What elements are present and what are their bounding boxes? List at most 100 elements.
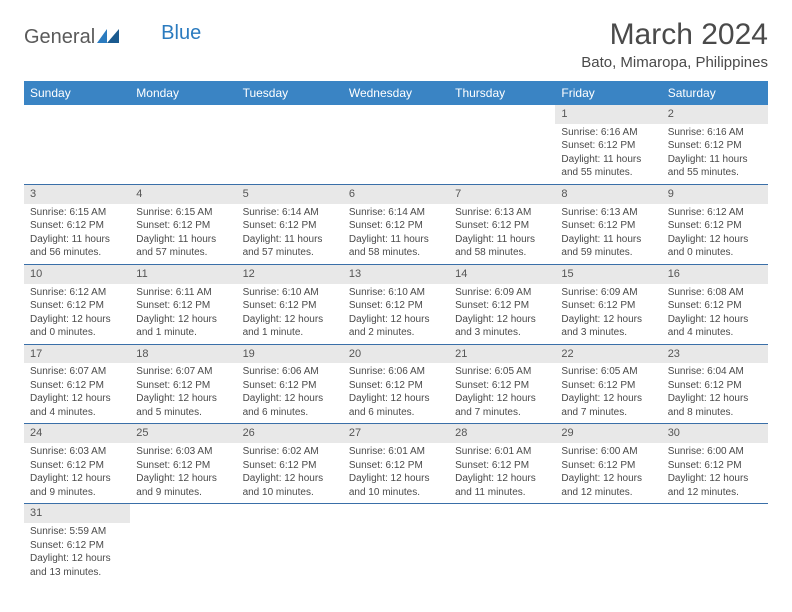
calendar-cell: 9Sunrise: 6:12 AMSunset: 6:12 PMDaylight… (662, 184, 768, 264)
day-body: Sunrise: 6:16 AMSunset: 6:12 PMDaylight:… (555, 124, 661, 184)
daylight: Daylight: 12 hours and 4 minutes. (668, 313, 762, 340)
calendar-cell: 7Sunrise: 6:13 AMSunset: 6:12 PMDaylight… (449, 184, 555, 264)
day-body: Sunrise: 6:08 AMSunset: 6:12 PMDaylight:… (662, 284, 768, 344)
calendar-cell: 10Sunrise: 6:12 AMSunset: 6:12 PMDayligh… (24, 264, 130, 344)
calendar-cell: 5Sunrise: 6:14 AMSunset: 6:12 PMDaylight… (237, 184, 343, 264)
weekday-header: Tuesday (237, 81, 343, 105)
weekday-header: Monday (130, 81, 236, 105)
logo: General Blue (24, 18, 201, 49)
calendar-cell: 30Sunrise: 6:00 AMSunset: 6:12 PMDayligh… (662, 424, 768, 504)
day-number: 22 (555, 345, 661, 364)
calendar-cell: 24Sunrise: 6:03 AMSunset: 6:12 PMDayligh… (24, 424, 130, 504)
calendar-row: 1Sunrise: 6:16 AMSunset: 6:12 PMDaylight… (24, 105, 768, 184)
day-number: 8 (555, 185, 661, 204)
day-body: Sunrise: 6:06 AMSunset: 6:12 PMDaylight:… (237, 363, 343, 423)
day-body: Sunrise: 6:00 AMSunset: 6:12 PMDaylight:… (662, 443, 768, 503)
sunrise: Sunrise: 6:02 AM (243, 445, 337, 459)
sunrise: Sunrise: 6:06 AM (349, 365, 443, 379)
sunrise: Sunrise: 6:13 AM (455, 206, 549, 220)
calendar-cell: 14Sunrise: 6:09 AMSunset: 6:12 PMDayligh… (449, 264, 555, 344)
calendar-cell: 20Sunrise: 6:06 AMSunset: 6:12 PMDayligh… (343, 344, 449, 424)
day-number: 14 (449, 265, 555, 284)
calendar-cell (343, 504, 449, 583)
day-body: Sunrise: 6:13 AMSunset: 6:12 PMDaylight:… (555, 204, 661, 264)
day-body: Sunrise: 6:16 AMSunset: 6:12 PMDaylight:… (662, 124, 768, 184)
day-body: Sunrise: 6:10 AMSunset: 6:12 PMDaylight:… (343, 284, 449, 344)
sunset: Sunset: 6:12 PM (561, 219, 655, 233)
sunrise: Sunrise: 5:59 AM (30, 525, 124, 539)
calendar-cell: 18Sunrise: 6:07 AMSunset: 6:12 PMDayligh… (130, 344, 236, 424)
sunrise: Sunrise: 6:14 AM (243, 206, 337, 220)
daylight: Daylight: 11 hours and 57 minutes. (136, 233, 230, 260)
daylight: Daylight: 12 hours and 3 minutes. (561, 313, 655, 340)
sunset: Sunset: 6:12 PM (30, 219, 124, 233)
sunset: Sunset: 6:12 PM (30, 299, 124, 313)
day-number: 23 (662, 345, 768, 364)
calendar-cell: 22Sunrise: 6:05 AMSunset: 6:12 PMDayligh… (555, 344, 661, 424)
daylight: Daylight: 11 hours and 58 minutes. (349, 233, 443, 260)
logo-text-1: General (24, 26, 95, 49)
day-body: Sunrise: 6:13 AMSunset: 6:12 PMDaylight:… (449, 204, 555, 264)
calendar-cell: 27Sunrise: 6:01 AMSunset: 6:12 PMDayligh… (343, 424, 449, 504)
day-number: 11 (130, 265, 236, 284)
day-number: 31 (24, 504, 130, 523)
day-number: 20 (343, 345, 449, 364)
sunset: Sunset: 6:12 PM (349, 219, 443, 233)
calendar-cell (449, 105, 555, 184)
calendar-cell: 12Sunrise: 6:10 AMSunset: 6:12 PMDayligh… (237, 264, 343, 344)
day-number: 6 (343, 185, 449, 204)
day-number: 2 (662, 105, 768, 124)
sunrise: Sunrise: 6:03 AM (136, 445, 230, 459)
daylight: Daylight: 12 hours and 8 minutes. (668, 392, 762, 419)
day-number: 13 (343, 265, 449, 284)
calendar-cell: 25Sunrise: 6:03 AMSunset: 6:12 PMDayligh… (130, 424, 236, 504)
day-number: 4 (130, 185, 236, 204)
calendar-row: 24Sunrise: 6:03 AMSunset: 6:12 PMDayligh… (24, 424, 768, 504)
calendar-cell (343, 105, 449, 184)
daylight: Daylight: 12 hours and 1 minute. (243, 313, 337, 340)
sunrise: Sunrise: 6:11 AM (136, 286, 230, 300)
sunrise: Sunrise: 6:14 AM (349, 206, 443, 220)
daylight: Daylight: 12 hours and 0 minutes. (30, 313, 124, 340)
calendar-cell (237, 504, 343, 583)
weekday-header: Sunday (24, 81, 130, 105)
daylight: Daylight: 11 hours and 57 minutes. (243, 233, 337, 260)
sunset: Sunset: 6:12 PM (243, 299, 337, 313)
sunset: Sunset: 6:12 PM (455, 219, 549, 233)
sunset: Sunset: 6:12 PM (136, 379, 230, 393)
sunrise: Sunrise: 6:13 AM (561, 206, 655, 220)
daylight: Daylight: 12 hours and 1 minute. (136, 313, 230, 340)
sunset: Sunset: 6:12 PM (136, 219, 230, 233)
day-number: 17 (24, 345, 130, 364)
day-body: Sunrise: 6:03 AMSunset: 6:12 PMDaylight:… (130, 443, 236, 503)
sunrise: Sunrise: 6:08 AM (668, 286, 762, 300)
day-body: Sunrise: 6:01 AMSunset: 6:12 PMDaylight:… (343, 443, 449, 503)
sunset: Sunset: 6:12 PM (243, 459, 337, 473)
header: General Blue March 2024 Bato, Mimaropa, … (24, 18, 768, 71)
day-number: 19 (237, 345, 343, 364)
day-body: Sunrise: 6:07 AMSunset: 6:12 PMDaylight:… (130, 363, 236, 423)
calendar-cell: 29Sunrise: 6:00 AMSunset: 6:12 PMDayligh… (555, 424, 661, 504)
day-body: Sunrise: 6:03 AMSunset: 6:12 PMDaylight:… (24, 443, 130, 503)
day-number: 26 (237, 424, 343, 443)
daylight: Daylight: 12 hours and 5 minutes. (136, 392, 230, 419)
day-body: Sunrise: 6:02 AMSunset: 6:12 PMDaylight:… (237, 443, 343, 503)
sunrise: Sunrise: 6:12 AM (668, 206, 762, 220)
sunset: Sunset: 6:12 PM (455, 299, 549, 313)
sunset: Sunset: 6:12 PM (668, 139, 762, 153)
sunrise: Sunrise: 6:04 AM (668, 365, 762, 379)
sunrise: Sunrise: 6:05 AM (561, 365, 655, 379)
calendar-cell: 11Sunrise: 6:11 AMSunset: 6:12 PMDayligh… (130, 264, 236, 344)
daylight: Daylight: 12 hours and 10 minutes. (349, 472, 443, 499)
day-number: 29 (555, 424, 661, 443)
calendar-cell (555, 504, 661, 583)
weekday-row: SundayMondayTuesdayWednesdayThursdayFrid… (24, 81, 768, 105)
daylight: Daylight: 12 hours and 9 minutes. (30, 472, 124, 499)
daylight: Daylight: 12 hours and 13 minutes. (30, 552, 124, 579)
daylight: Daylight: 12 hours and 11 minutes. (455, 472, 549, 499)
sunrise: Sunrise: 6:01 AM (349, 445, 443, 459)
day-number: 5 (237, 185, 343, 204)
daylight: Daylight: 12 hours and 7 minutes. (455, 392, 549, 419)
day-number: 10 (24, 265, 130, 284)
sunset: Sunset: 6:12 PM (349, 299, 443, 313)
